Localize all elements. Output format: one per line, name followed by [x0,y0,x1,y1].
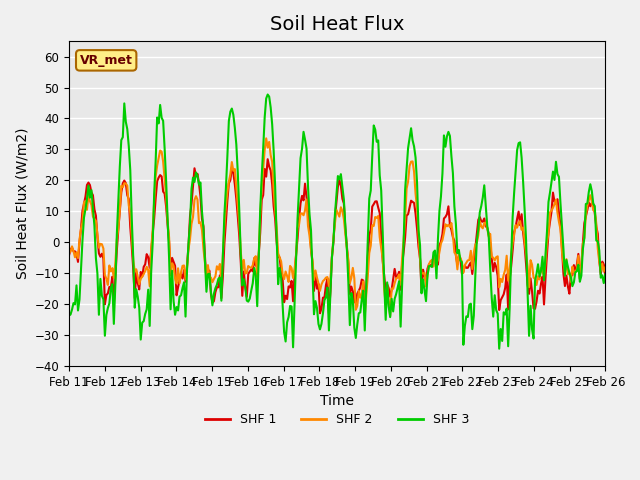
Text: VR_met: VR_met [80,54,132,67]
X-axis label: Time: Time [320,394,354,408]
Y-axis label: Soil Heat Flux (W/m2): Soil Heat Flux (W/m2) [15,128,29,279]
Title: Soil Heat Flux: Soil Heat Flux [270,15,404,34]
Legend: SHF 1, SHF 2, SHF 3: SHF 1, SHF 2, SHF 3 [200,408,474,431]
